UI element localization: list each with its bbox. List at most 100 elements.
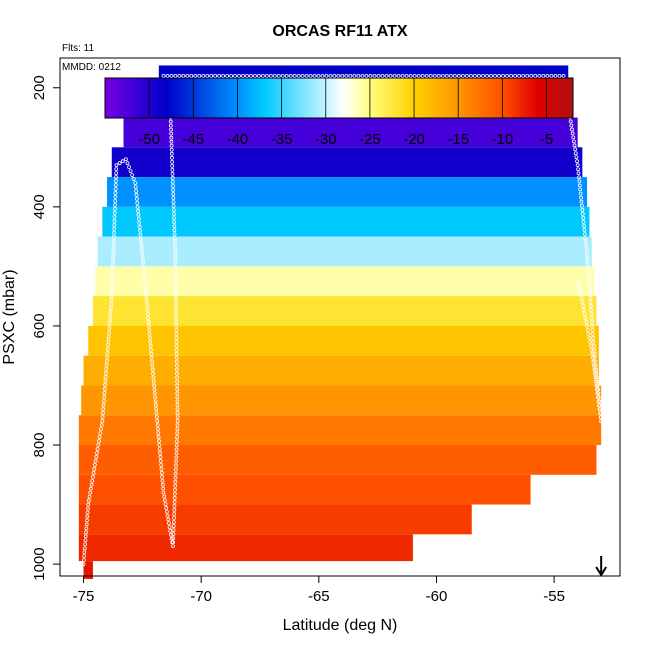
track-point — [102, 387, 107, 391]
track-point — [597, 403, 601, 408]
track-point — [150, 367, 155, 372]
track-point — [110, 282, 115, 287]
track-point — [110, 278, 115, 283]
track-point — [529, 73, 534, 78]
track-point — [241, 73, 245, 78]
track-point — [284, 73, 289, 78]
track-point — [161, 73, 166, 78]
track-point — [513, 73, 518, 78]
chart-title: ORCAS RF11 ATX — [272, 23, 407, 40]
track-point — [113, 198, 118, 203]
track-point — [174, 331, 179, 336]
track-point — [112, 218, 117, 223]
track-point — [501, 73, 505, 78]
track-point — [137, 220, 142, 225]
track-point — [348, 73, 353, 78]
track-point — [167, 525, 172, 529]
track-point — [320, 73, 325, 78]
track-point — [171, 536, 176, 541]
track-point — [143, 280, 147, 285]
track-point — [533, 73, 538, 78]
track-point — [171, 192, 176, 196]
track-point — [172, 220, 177, 225]
track-point — [91, 470, 96, 475]
track-point — [585, 260, 590, 265]
track-point — [172, 516, 176, 520]
track-point — [145, 308, 150, 312]
track-point — [576, 167, 580, 172]
track-point — [400, 73, 405, 78]
track-point — [590, 351, 595, 356]
track-point — [148, 343, 153, 348]
track-point — [572, 143, 577, 148]
track-point — [173, 491, 177, 496]
track-point — [171, 208, 176, 213]
y-axis-label: PSXC (mbar) — [1, 269, 18, 364]
track-point — [586, 272, 591, 277]
track-point — [140, 248, 144, 253]
track-point — [173, 276, 178, 281]
track-point — [578, 288, 582, 293]
track-point — [111, 254, 116, 259]
track-point — [141, 260, 146, 265]
track-point — [173, 248, 178, 253]
track-point — [177, 73, 182, 78]
track-point — [135, 200, 140, 205]
track-point — [107, 330, 111, 335]
track-point — [175, 379, 179, 384]
track-point — [584, 244, 589, 249]
colorbar-tick-label: -50 — [138, 131, 160, 148]
y-tick-label: 1000 — [31, 547, 48, 580]
track-point — [172, 224, 177, 229]
track-point — [372, 73, 377, 78]
track-point — [142, 268, 146, 273]
track-point — [581, 304, 586, 308]
temperature-layer — [92, 296, 597, 326]
track-point — [110, 270, 115, 275]
colorbar-tick-label: -40 — [227, 131, 249, 148]
track-point — [173, 244, 177, 249]
track-point — [175, 399, 180, 404]
x-tick-label: -70 — [190, 588, 212, 605]
track-point — [158, 458, 163, 463]
track-point — [571, 135, 576, 140]
track-point — [174, 459, 179, 464]
track-point — [569, 123, 574, 128]
colorbar-tick-label: -35 — [271, 131, 293, 148]
track-point — [175, 415, 180, 420]
track-point — [81, 558, 86, 563]
track-point — [175, 423, 180, 428]
track-point — [173, 467, 178, 472]
x-axis-label: Latitude (deg N) — [283, 617, 398, 634]
track-point — [170, 155, 174, 160]
temperature-layer — [78, 504, 472, 535]
track-point — [172, 495, 177, 500]
temperature-layer — [78, 415, 602, 446]
track-point — [308, 73, 313, 78]
track-point — [229, 73, 233, 78]
track-point — [111, 250, 116, 255]
track-point — [136, 212, 141, 217]
track-point — [209, 73, 214, 78]
y-tick-label: 800 — [31, 432, 48, 457]
track-point — [111, 258, 115, 263]
track-point — [169, 151, 174, 156]
track-point — [173, 487, 177, 492]
track-point — [553, 73, 558, 78]
track-point — [154, 407, 159, 412]
track-point — [590, 320, 594, 324]
track-point — [583, 236, 588, 241]
track-point — [577, 183, 582, 188]
track-point — [521, 73, 526, 78]
track-point — [170, 176, 175, 180]
track-point — [168, 529, 173, 533]
track-point — [586, 264, 590, 269]
track-point — [147, 328, 152, 332]
track-point — [174, 308, 178, 312]
track-point — [108, 310, 113, 315]
track-point — [253, 73, 257, 78]
track-point — [145, 304, 150, 308]
track-point — [300, 73, 305, 78]
track-point — [163, 502, 168, 507]
track-point — [436, 73, 441, 78]
